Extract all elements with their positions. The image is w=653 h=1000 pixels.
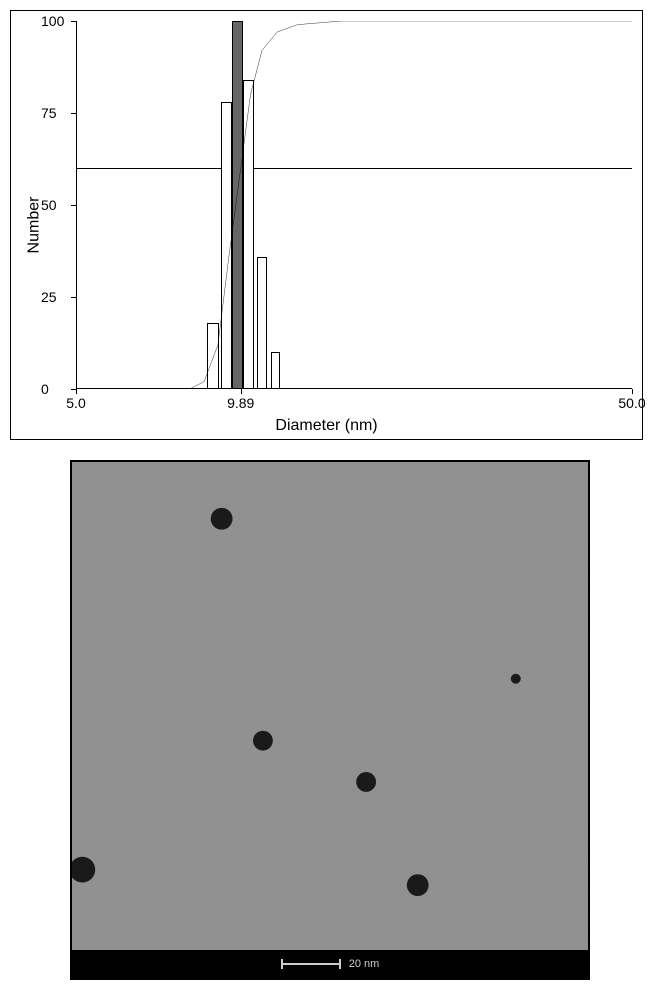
- nanoparticle: [356, 772, 376, 792]
- x-tick: 9.89: [227, 395, 254, 411]
- scalebar-line: [281, 963, 341, 965]
- y-tick: 100: [41, 13, 64, 29]
- micrograph-svg: [72, 462, 588, 978]
- x-tick: 50.0: [618, 395, 645, 411]
- x-axis-label: Diameter (nm): [275, 417, 377, 435]
- x-tick-mark: [76, 389, 77, 394]
- histogram-chart: Number 0255075100 5.09.8950.0 Diameter (…: [10, 10, 643, 440]
- plot-area: 0255075100 5.09.8950.0: [76, 21, 632, 389]
- scalebar: 20 nm: [72, 950, 588, 978]
- y-tick: 25: [41, 289, 57, 305]
- nanoparticle: [211, 508, 233, 530]
- nanoparticle: [511, 674, 521, 684]
- y-tick: 50: [41, 197, 57, 213]
- tem-micrograph: 20 nm: [70, 460, 590, 980]
- y-tick: 0: [41, 381, 49, 397]
- x-tick-mark: [632, 389, 633, 394]
- nanoparticle: [407, 874, 429, 896]
- nanoparticle: [253, 731, 273, 751]
- scalebar-label: 20 nm: [349, 958, 380, 970]
- x-tick-mark: [241, 389, 242, 394]
- cumulative-curve: [76, 21, 632, 389]
- x-tick: 5.0: [66, 395, 85, 411]
- y-tick: 75: [41, 105, 57, 121]
